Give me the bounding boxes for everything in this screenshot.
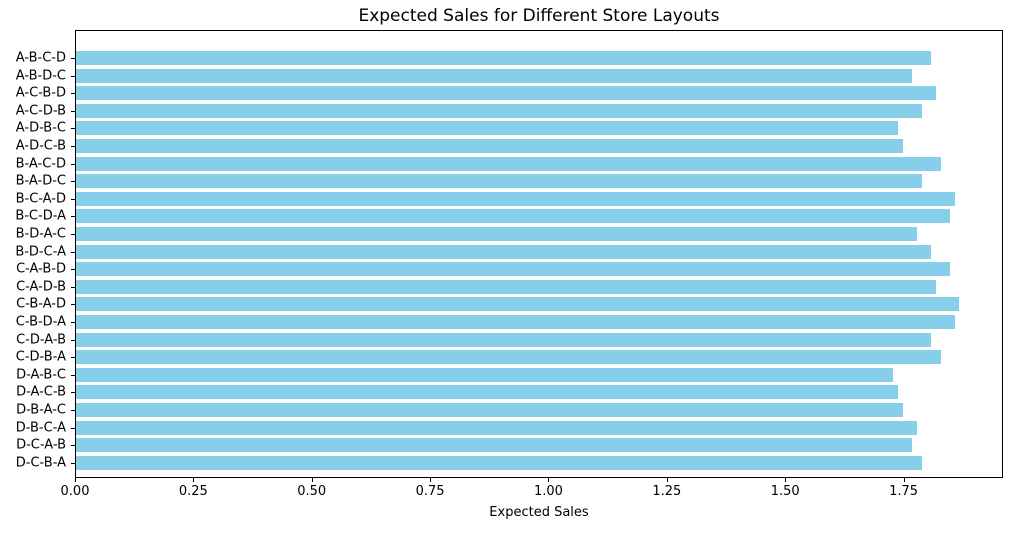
y-tick-mark — [71, 410, 75, 411]
y-tick-mark — [71, 269, 75, 271]
y-tick-mark — [71, 445, 75, 447]
y-tick-mark — [71, 286, 75, 288]
x-tick-mark — [311, 478, 313, 482]
bar-c-a-d-b — [76, 279, 936, 294]
bar-d-c-b-a — [76, 455, 922, 470]
y-tick-mark — [71, 58, 75, 59]
y-tick-label: A-B-C-D — [15, 50, 66, 66]
y-tick-mark — [71, 357, 75, 359]
y-tick-label: A-B-D-C — [15, 68, 66, 84]
bar-b-a-d-c — [76, 174, 922, 189]
bar-c-b-d-a — [76, 315, 955, 329]
y-tick-mark — [71, 304, 75, 306]
plot-area — [75, 30, 1003, 478]
x-axis-label: Expected Sales — [489, 505, 589, 520]
bar-c-d-a-b — [76, 332, 932, 347]
y-tick-mark — [71, 75, 75, 77]
y-tick-mark — [71, 392, 75, 394]
bar-a-d-c-b — [76, 139, 903, 153]
y-tick-label: D-C-B-A — [15, 455, 66, 471]
y-tick-mark — [71, 198, 75, 200]
y-tick-label: D-B-A-C — [16, 402, 66, 418]
bar-a-b-c-d — [76, 51, 932, 65]
y-tick-mark — [71, 322, 75, 323]
x-tick-label: 1.25 — [652, 484, 682, 499]
y-tick-mark — [71, 163, 75, 165]
x-tick-label: 1.75 — [889, 484, 919, 499]
y-tick-mark — [71, 462, 75, 464]
y-tick-label: D-A-B-C — [16, 367, 66, 383]
y-tick-label: B-A-D-C — [15, 173, 66, 189]
y-tick-label: B-C-D-A — [15, 208, 66, 224]
y-tick-mark — [71, 146, 75, 147]
y-tick-label: B-D-C-A — [15, 244, 66, 260]
bar-b-c-a-d — [76, 191, 955, 206]
bar-c-d-b-a — [76, 350, 941, 365]
x-tick-mark — [785, 478, 787, 482]
y-tick-mark — [71, 251, 75, 253]
y-tick-label: A-C-D-B — [15, 103, 66, 119]
y-tick-label: C-D-B-A — [15, 349, 66, 365]
y-tick-mark — [71, 339, 75, 341]
x-tick-label: 0.00 — [60, 484, 90, 499]
y-tick-mark — [71, 93, 75, 95]
y-tick-label: B-C-A-D — [15, 191, 66, 207]
x-tick-label: 1.00 — [533, 484, 563, 499]
bar-b-d-c-a — [76, 244, 932, 259]
chart-title: Expected Sales for Different Store Layou… — [358, 6, 720, 26]
x-tick-mark — [548, 478, 550, 482]
bar-a-d-b-c — [76, 121, 899, 136]
bar-a-b-d-c — [76, 68, 913, 83]
y-tick-mark — [71, 427, 75, 429]
bar-b-d-a-c — [76, 227, 917, 241]
bar-d-c-a-b — [76, 438, 913, 453]
y-tick-mark — [71, 216, 75, 218]
y-tick-label: A-D-B-C — [15, 120, 66, 136]
bar-a-c-b-d — [76, 86, 936, 101]
y-tick-label: D-A-C-B — [16, 384, 66, 400]
x-tick-label: 1.50 — [770, 484, 800, 499]
y-tick-label: C-A-B-D — [16, 261, 66, 277]
x-tick-label: 0.75 — [415, 484, 445, 499]
y-tick-mark — [71, 374, 75, 376]
bar-c-a-b-d — [76, 262, 951, 277]
bar-d-b-a-c — [76, 403, 903, 417]
y-tick-label: C-A-D-B — [16, 279, 66, 295]
y-tick-label: C-D-A-B — [16, 332, 66, 348]
y-tick-label: C-B-D-A — [15, 314, 66, 330]
y-tick-mark — [71, 128, 75, 130]
x-tick-mark — [193, 478, 195, 482]
x-tick-mark — [75, 478, 76, 482]
bar-a-c-d-b — [76, 103, 922, 118]
y-tick-label: B-A-C-D — [15, 156, 66, 172]
y-tick-label: C-B-A-D — [16, 296, 66, 312]
bar-d-a-c-b — [76, 385, 899, 400]
y-tick-label: D-B-C-A — [15, 420, 66, 436]
x-tick-mark — [430, 478, 432, 482]
x-tick-label: 0.25 — [178, 484, 208, 499]
bar-b-c-d-a — [76, 209, 951, 224]
bar-c-b-a-d — [76, 297, 960, 312]
y-tick-mark — [71, 181, 75, 183]
bar-d-a-b-c — [76, 367, 894, 382]
y-tick-label: D-C-A-B — [16, 437, 66, 453]
x-tick-mark — [666, 478, 668, 482]
bar-b-a-c-d — [76, 156, 941, 171]
y-tick-label: B-D-A-C — [15, 226, 66, 242]
y-tick-label: A-C-B-D — [15, 85, 66, 101]
x-tick-mark — [903, 478, 905, 482]
y-tick-mark — [71, 234, 75, 235]
x-tick-label: 0.50 — [297, 484, 327, 499]
y-tick-label: A-D-C-B — [15, 138, 66, 154]
bar-d-b-c-a — [76, 420, 917, 435]
y-tick-mark — [71, 110, 75, 112]
